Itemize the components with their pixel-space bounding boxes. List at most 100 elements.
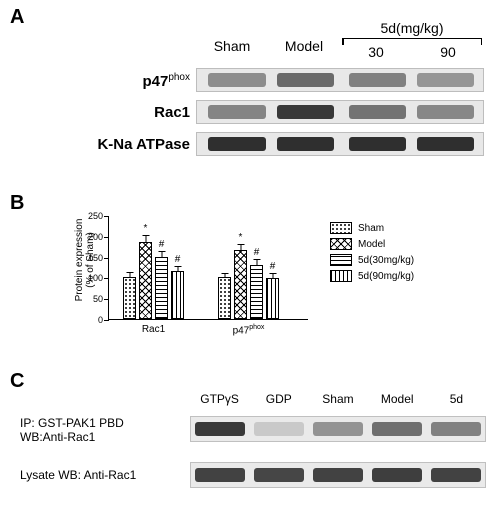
band — [195, 422, 245, 436]
significance-marker: # — [270, 261, 276, 272]
lane-label: 90 — [412, 44, 484, 60]
ytick-label: 150 — [75, 253, 103, 263]
significance-marker: * — [239, 232, 243, 243]
ytick-label: 200 — [75, 232, 103, 242]
chart-area: 050100150200250*##Rac1*##p47phox — [108, 216, 308, 320]
bar — [266, 278, 279, 319]
legend: Sham Model 5d(30mg/kg) 5d(90mg/kg) — [330, 222, 490, 286]
ytick — [104, 258, 109, 259]
significance-marker: # — [175, 254, 181, 265]
legend-text: 5d(90mg/kg) — [358, 271, 414, 282]
lane-label: Sham — [196, 38, 268, 54]
lane-label: Model — [268, 38, 340, 54]
ytick-label: 0 — [75, 315, 103, 325]
error-bar — [129, 273, 130, 277]
band — [313, 468, 363, 482]
band — [431, 468, 481, 482]
panel-c-label: C — [10, 370, 24, 393]
lane-label: Model — [368, 392, 427, 406]
error-bar — [161, 252, 162, 257]
error-cap — [142, 235, 149, 236]
panel-c-lane-header: GTPγSGDPShamModel5d — [190, 392, 490, 412]
bar — [218, 277, 231, 319]
legend-text: 5d(30mg/kg) — [358, 255, 414, 266]
xgroup-label: p47phox — [218, 324, 279, 336]
band — [277, 73, 334, 86]
bar — [123, 277, 136, 319]
error-cap — [221, 273, 228, 274]
blot-row: p47phox — [60, 68, 490, 96]
band — [277, 137, 334, 150]
error-bar — [145, 236, 146, 242]
band — [254, 422, 304, 436]
lane-label: GDP — [249, 392, 308, 406]
band — [313, 422, 363, 436]
error-cap — [174, 266, 181, 267]
bar — [155, 257, 168, 319]
blot-row: Rac1 — [60, 100, 490, 128]
blot-strip — [196, 68, 484, 92]
blot-row: IP: GST-PAK1 PBDWB:Anti-Rac1 — [20, 416, 490, 448]
row-label: IP: GST-PAK1 PBDWB:Anti-Rac1 — [20, 416, 180, 445]
lane-label: 5d — [427, 392, 486, 406]
legend-item: 5d(90mg/kg) — [330, 270, 490, 282]
bar — [250, 265, 263, 319]
error-bar — [256, 260, 257, 265]
ytick-label: 250 — [75, 211, 103, 221]
legend-text: Model — [358, 239, 385, 250]
significance-marker: # — [159, 239, 165, 250]
row-label: Lysate WB: Anti-Rac1 — [20, 468, 180, 482]
band — [208, 105, 265, 118]
panel-b-label: B — [10, 192, 24, 215]
ytick — [104, 299, 109, 300]
significance-marker: # — [254, 247, 260, 258]
legend-swatch — [330, 270, 352, 282]
legend-item: Sham — [330, 222, 490, 234]
band — [372, 422, 422, 436]
error-bar — [240, 245, 241, 250]
error-cap — [269, 273, 276, 274]
bar — [171, 271, 184, 319]
legend-item: Model — [330, 238, 490, 250]
blot-strip — [196, 132, 484, 156]
row-label: p47phox — [60, 72, 190, 90]
legend-item: 5d(30mg/kg) — [330, 254, 490, 266]
band — [417, 105, 474, 118]
band — [417, 137, 474, 150]
band — [431, 422, 481, 436]
ytick — [104, 278, 109, 279]
legend-swatch — [330, 254, 352, 266]
significance-marker: * — [144, 223, 148, 234]
legend-swatch — [330, 238, 352, 250]
lane-label: Sham — [308, 392, 367, 406]
error-bar — [224, 274, 225, 277]
band — [208, 73, 265, 86]
band — [208, 137, 265, 150]
panel-a-lane-header: 5d(mg/kg) ShamModel3090 — [196, 24, 486, 64]
row-label: K-Na ATPase — [60, 136, 190, 153]
lane-label: GTPγS — [190, 392, 249, 406]
error-cap — [237, 244, 244, 245]
band — [417, 73, 474, 86]
error-bar — [177, 267, 178, 271]
band — [254, 468, 304, 482]
legend-text: Sham — [358, 223, 384, 234]
band — [349, 137, 406, 150]
bar — [139, 242, 152, 319]
blot-strip — [190, 462, 486, 488]
band — [349, 73, 406, 86]
bar — [234, 250, 247, 319]
error-cap — [158, 251, 165, 252]
row-label: Rac1 — [60, 104, 190, 121]
ytick — [104, 320, 109, 321]
panel-b-chart: Protein expression (% of Sham) 050100150… — [60, 210, 320, 350]
band — [195, 468, 245, 482]
blot-strip — [196, 100, 484, 124]
band — [349, 105, 406, 118]
xgroup-label: Rac1 — [123, 324, 184, 335]
ytick-label: 100 — [75, 273, 103, 283]
blot-row: Lysate WB: Anti-Rac1 — [20, 462, 490, 494]
dose-header: 5d(mg/kg) — [346, 20, 478, 36]
ytick — [104, 237, 109, 238]
blot-row: K-Na ATPase — [60, 132, 490, 160]
